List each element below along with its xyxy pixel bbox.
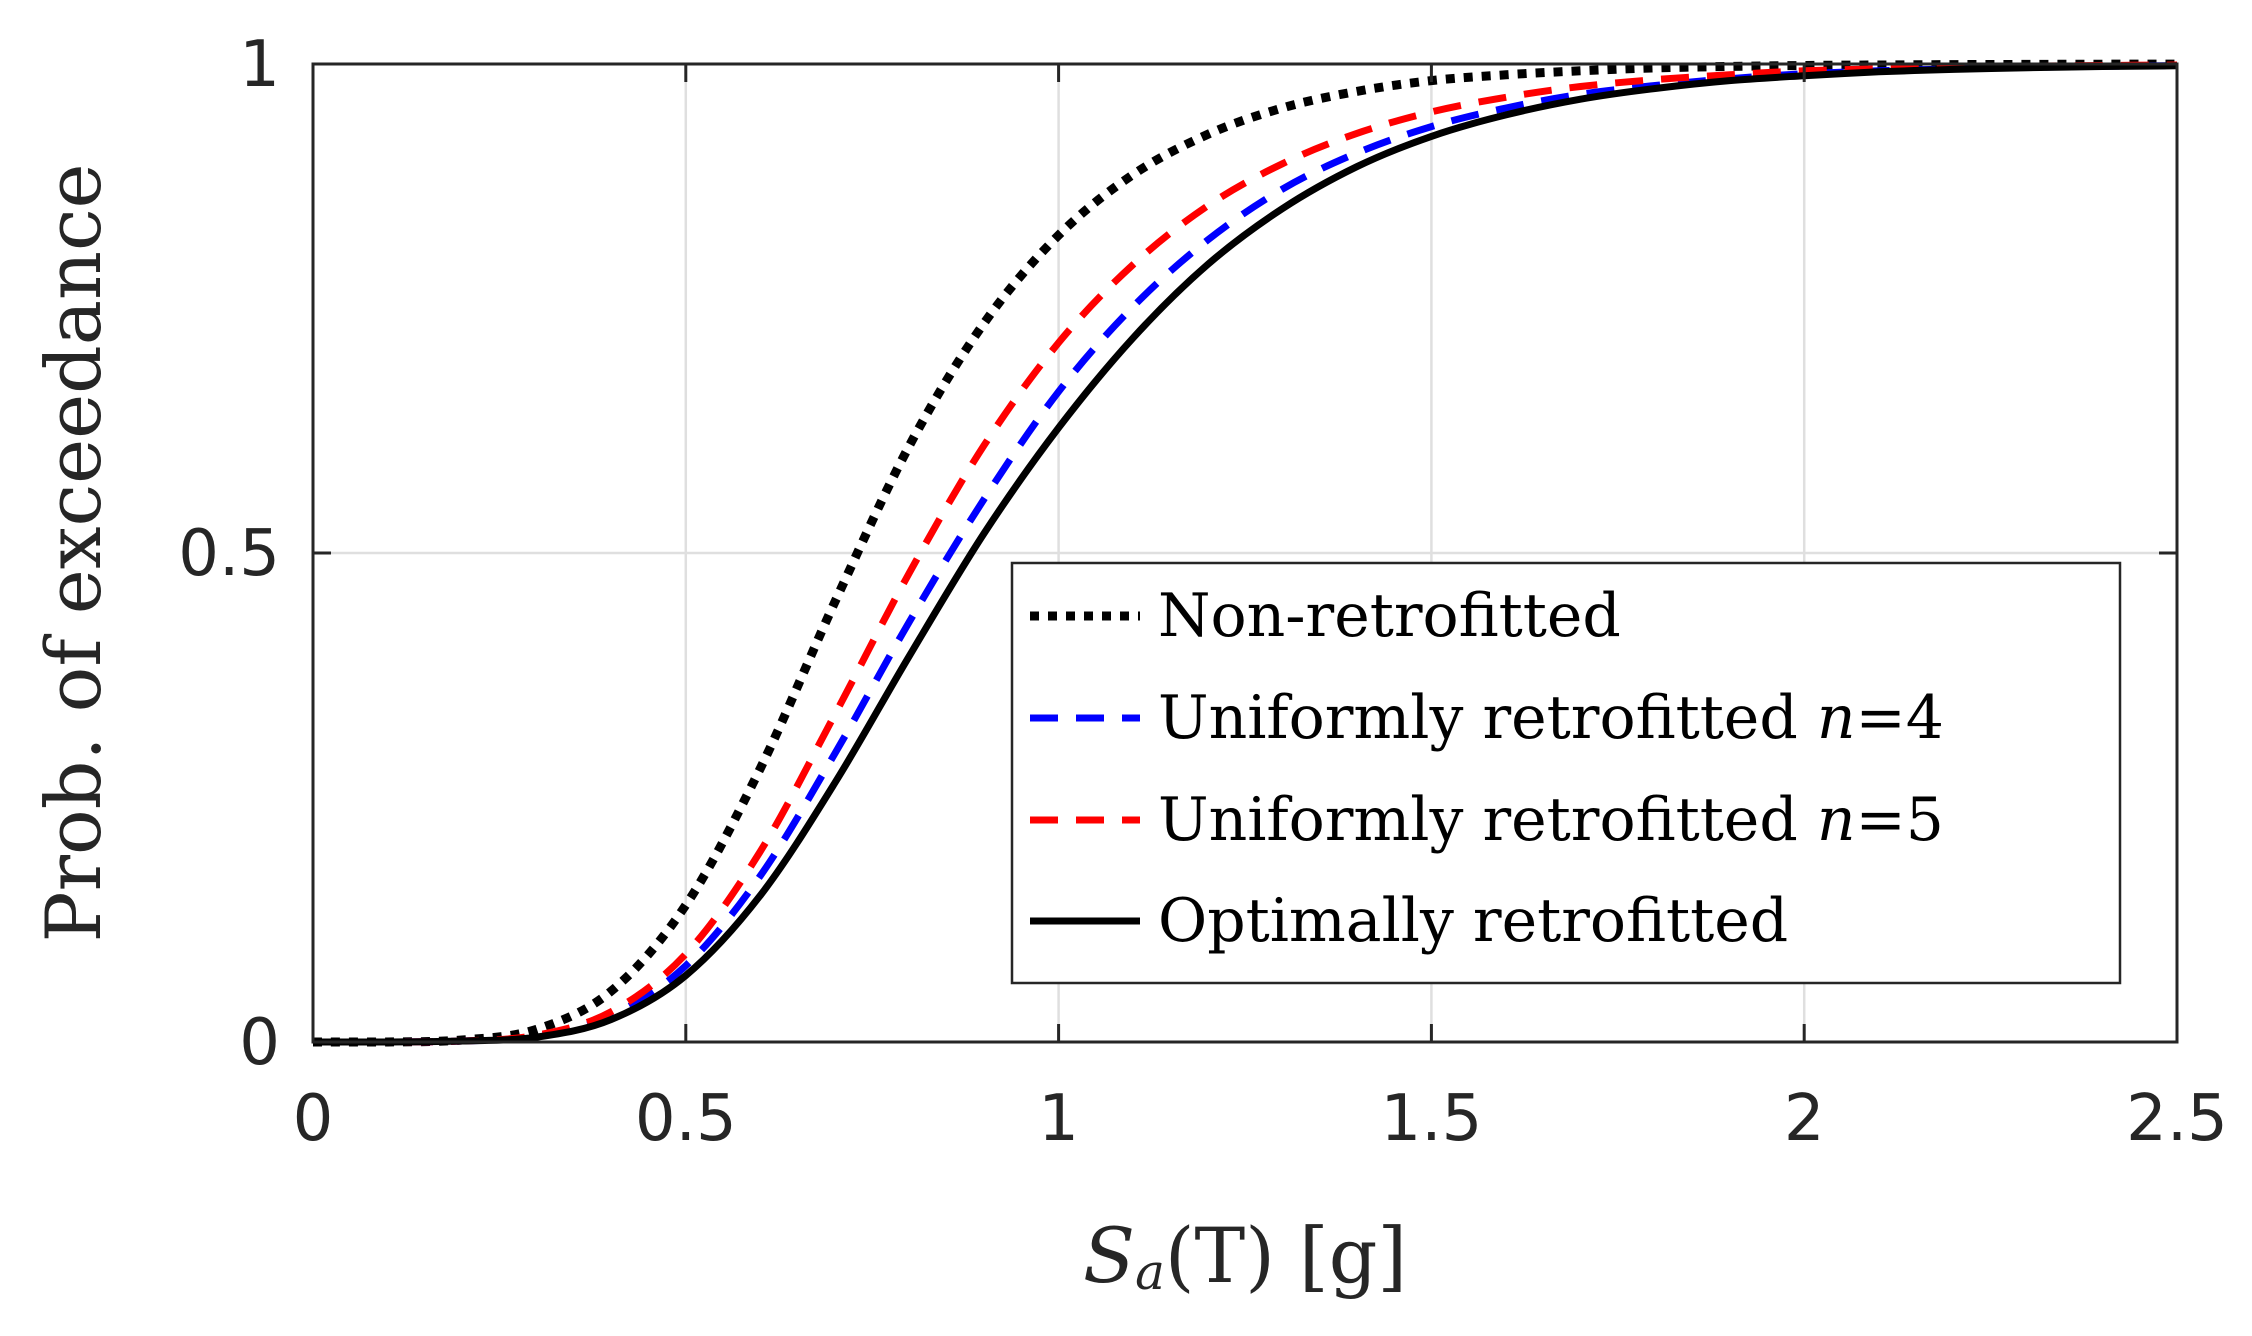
y-tick-label: 1 <box>239 28 280 102</box>
legend-label-4: Optimally retrofitted <box>1158 886 1788 956</box>
y-axis-label: Prob. of exceedance <box>29 163 118 942</box>
x-axis-label: Sa(T) [g] <box>1083 1211 1407 1301</box>
x-axis-unit: [g] <box>1299 1211 1407 1300</box>
y-tick-label: 0.5 <box>178 517 280 591</box>
series-line-1 <box>312 59 2178 1047</box>
x-tick-label: 1 <box>1038 1082 1079 1156</box>
legend-box <box>1010 561 2122 985</box>
x-tick-label: 2.5 <box>2126 1082 2228 1156</box>
legend: Non-retrofitted Uniformly retrofitted n=4… <box>1010 561 2122 985</box>
series-line-4 <box>312 62 2178 1046</box>
x-tick-label: 2 <box>1784 1082 1825 1156</box>
legend-label-3: Uniformly retrofitted n=5 <box>1158 785 1944 855</box>
legend-label-2: Uniformly retrofitted n=4 <box>1158 683 1944 753</box>
legend-items: Non-retrofitted Uniformly retrofitted n=4… <box>1030 581 1944 956</box>
x-tick-label: 0 <box>293 1082 334 1156</box>
x-axis-subscript: a <box>1135 1243 1165 1301</box>
series-line-3 <box>312 61 2178 1046</box>
x-tick-label: 1.5 <box>1381 1082 1483 1156</box>
series-lines <box>312 59 2178 1047</box>
x-axis-argument: (T) <box>1165 1211 1275 1300</box>
x-axis-symbol: S <box>1083 1211 1135 1300</box>
legend-label-1: Non-retrofitted <box>1158 581 1621 651</box>
x-tick-label: 0.5 <box>635 1082 737 1156</box>
y-tick-label: 0 <box>239 1006 280 1080</box>
axis-ticks: 0 0.5 1 1.5 2 2.5 0 0.5 1 <box>178 28 2228 1156</box>
grid <box>313 64 2177 1042</box>
